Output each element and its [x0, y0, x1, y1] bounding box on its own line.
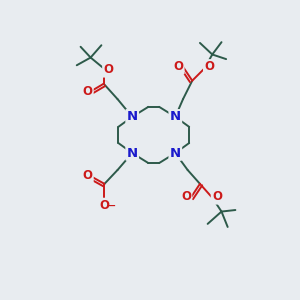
Text: O: O	[212, 190, 222, 203]
Text: O: O	[103, 63, 113, 76]
Text: O: O	[173, 60, 183, 73]
Text: N: N	[127, 146, 138, 160]
Text: O: O	[204, 60, 214, 73]
Text: N: N	[170, 110, 181, 123]
Text: O: O	[181, 190, 191, 203]
Text: N: N	[127, 110, 138, 123]
Text: N: N	[170, 146, 181, 160]
Text: −: −	[108, 200, 116, 210]
Text: O: O	[100, 199, 110, 212]
Text: O: O	[82, 85, 92, 98]
Text: O: O	[82, 169, 92, 182]
